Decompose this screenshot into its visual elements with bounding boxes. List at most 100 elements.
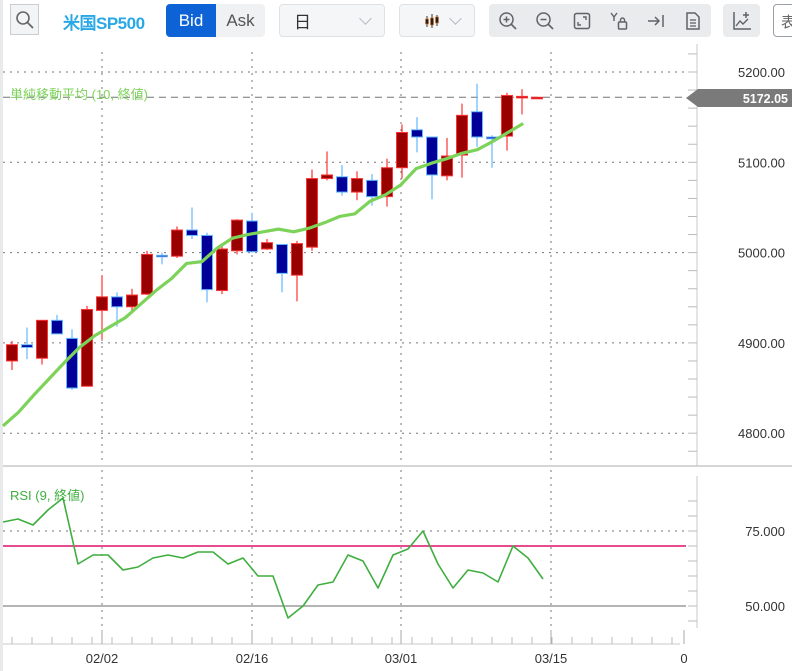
candle (336, 165, 348, 196)
candle (276, 243, 288, 293)
scroll-to-end-icon (647, 14, 664, 27)
fit-screen-button[interactable] (563, 4, 600, 37)
time-axis-label: 03/15 (535, 651, 568, 666)
candle (516, 89, 528, 115)
candle (36, 319, 48, 365)
bid-button[interactable]: Bid (166, 4, 216, 37)
candle-body (156, 254, 168, 258)
candle (66, 329, 78, 390)
candle (306, 169, 318, 251)
candle (96, 275, 108, 340)
chevron-down-icon (449, 12, 462, 25)
search-icon (15, 10, 34, 29)
candle (186, 207, 198, 240)
axes: 5200.00 5100.00 5000.00 4900.00 4800.00 75.00… (3, 44, 792, 666)
price-axis-label: 5100.00 (738, 155, 785, 170)
candle (396, 124, 408, 179)
rsi-axis-label: 75.000 (745, 524, 785, 539)
zoom-in-icon (498, 11, 517, 30)
candle (381, 158, 393, 207)
candle-body (471, 111, 483, 138)
candle-body (381, 167, 393, 198)
candle (126, 288, 138, 311)
candle-body (51, 319, 63, 335)
chevron-down-icon (359, 12, 372, 25)
candle-body (441, 155, 453, 177)
time-axis-label: 02/02 (86, 651, 119, 666)
candle-body (396, 132, 408, 169)
candle (156, 252, 168, 265)
candle (411, 117, 423, 153)
candle-body (21, 344, 33, 348)
candle-body (36, 319, 48, 359)
price-axis-label: 4800.00 (738, 426, 785, 441)
symbol-name[interactable]: 米国SP500 (63, 14, 145, 33)
candle-body (6, 344, 18, 362)
candle-body (246, 220, 258, 253)
bid-ask-toggle: Bid Ask (166, 4, 265, 37)
candle-body (171, 229, 183, 257)
candle-body (411, 129, 423, 138)
search-button[interactable] (10, 4, 39, 35)
candle-body (216, 248, 228, 292)
price-axis-label: 4900.00 (738, 336, 785, 351)
candle (171, 226, 183, 259)
candle (261, 239, 273, 250)
main-pane[interactable] (1, 52, 686, 464)
period-select[interactable]: 日 (279, 4, 385, 37)
ma-legend: 単純移動平均 (10, 終値) (10, 87, 148, 102)
table-button[interactable]: 表 (773, 4, 792, 37)
candle (201, 232, 213, 303)
zoom-in-button[interactable] (489, 4, 526, 37)
candle-body (261, 242, 273, 250)
scroll-to-end-button[interactable] (637, 4, 674, 37)
chart-tools-group (489, 4, 711, 37)
candle-body (306, 178, 318, 248)
candle-body (321, 174, 333, 180)
time-axis-label: 02/16 (236, 651, 269, 666)
document-icon (685, 11, 700, 30)
candle-body (426, 136, 438, 176)
chart-type-select[interactable] (399, 4, 475, 37)
y-axis-lock-button[interactable] (600, 4, 637, 37)
candle-body (291, 243, 303, 276)
price-axis-label: 5000.00 (738, 246, 785, 261)
candle (531, 96, 543, 100)
candle-body (81, 308, 93, 387)
document-button[interactable] (674, 4, 711, 37)
add-indicator-icon (732, 11, 751, 30)
candle-body (111, 296, 123, 308)
candle (426, 136, 438, 200)
price-axis-label: 5200.00 (738, 65, 785, 80)
ma-line (1, 122, 525, 428)
rsi-legend: RSI (9, 終値) (10, 488, 85, 503)
candle (51, 314, 63, 335)
period-value: 日 (294, 13, 311, 32)
current-price-value: 5172.05 (743, 92, 788, 106)
candle (291, 240, 303, 302)
time-axis-label: 0 (680, 651, 687, 666)
candle-body (186, 229, 198, 236)
time-axis-label: 03/01 (385, 651, 418, 666)
rsi-line (2, 497, 544, 619)
zoom-out-button[interactable] (526, 4, 563, 37)
zoom-out-icon (535, 11, 554, 30)
candle-body (141, 253, 153, 295)
candle (21, 327, 33, 360)
candle-body (456, 114, 468, 156)
rsi-axis-label: 50.000 (745, 599, 785, 614)
candle-body (336, 176, 348, 193)
ask-button[interactable]: Ask (226, 10, 255, 30)
candle-body (531, 96, 543, 100)
add-indicator-button[interactable] (723, 4, 760, 37)
candle-body (501, 94, 513, 137)
candle-body (96, 296, 108, 311)
candle-body (66, 337, 78, 389)
candle (351, 171, 363, 201)
candlestick-icon (425, 13, 439, 28)
rsi-pane[interactable] (2, 470, 686, 640)
left-edge (0, 0, 3, 671)
current-price-tag: 5172.05 (686, 89, 792, 107)
y-axis-lock-icon (609, 12, 627, 30)
chart-area[interactable]: 5200.00 5100.00 5000.00 4900.00 4800.00 75.00… (0, 44, 792, 671)
